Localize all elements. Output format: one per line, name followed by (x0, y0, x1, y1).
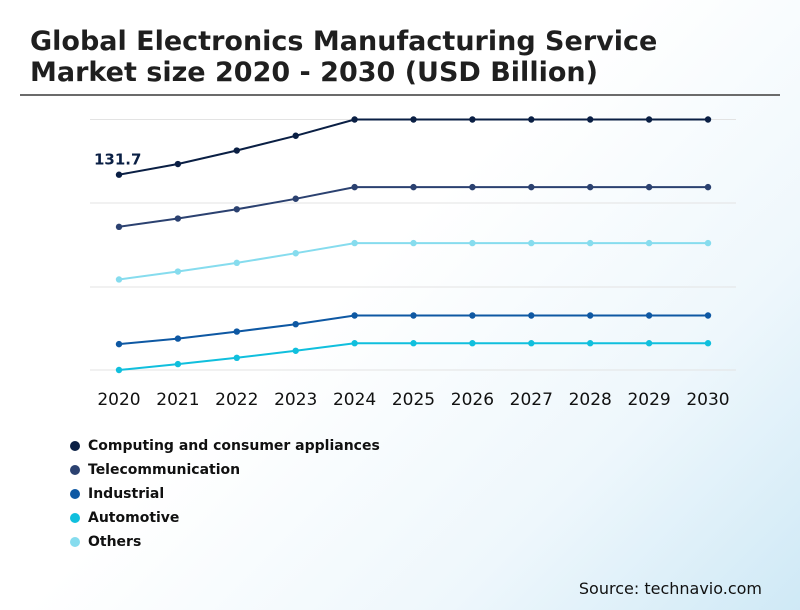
data-point-2-8 (587, 312, 594, 319)
x-tick-label-5: 2025 (392, 390, 435, 410)
data-point-4-10 (704, 239, 712, 247)
data-point-3-0 (115, 366, 123, 374)
x-tick-label-4: 2024 (333, 390, 376, 410)
data-point-3-7 (528, 340, 535, 347)
data-point-0-9 (645, 116, 653, 123)
x-tick-label-7: 2027 (510, 390, 553, 410)
data-point-0-0 (115, 171, 123, 178)
data-point-0-10 (704, 116, 712, 123)
data-point-4-2 (233, 259, 240, 267)
x-tick-label-0: 2020 (97, 390, 140, 410)
data-point-4-1 (174, 268, 182, 275)
legend-swatch-0 (70, 441, 80, 451)
data-point-2-2 (233, 328, 240, 335)
data-point-2-10 (704, 312, 712, 319)
source-credit: Source: technavio.com (578, 579, 762, 598)
data-point-1-0 (115, 223, 123, 231)
data-point-3-4 (351, 340, 358, 347)
legend-label-4: Others (88, 534, 142, 550)
data-point-2-6 (469, 312, 476, 319)
data-point-3-6 (469, 340, 476, 347)
legend-swatch-4 (70, 537, 80, 547)
series-line-1 (118, 186, 708, 228)
data-point-4-4 (351, 239, 358, 247)
data-point-3-3 (292, 347, 299, 354)
data-point-4-6 (469, 239, 476, 247)
legend-swatch-3 (70, 513, 80, 523)
data-point-0-1 (174, 160, 182, 168)
legend-swatch-1 (70, 465, 80, 475)
data-point-4-5 (410, 239, 417, 247)
data-point-4-9 (645, 239, 653, 247)
data-point-1-9 (645, 183, 653, 191)
legend-item-2: Industrial (70, 482, 380, 506)
data-point-1-5 (410, 183, 417, 191)
data-point-4-0 (115, 276, 123, 283)
legend-item-3: Automotive (70, 506, 380, 530)
series-line-2 (118, 314, 708, 346)
x-tick-label-9: 2029 (627, 390, 670, 410)
legend-label-1: Telecommunication (88, 462, 241, 478)
legend-item-4: Others (70, 530, 380, 554)
data-point-0-4 (351, 116, 358, 123)
series-line-0 (118, 118, 708, 176)
legend-label-2: Industrial (88, 486, 165, 502)
data-point-2-0 (115, 340, 123, 348)
data-point-1-1 (174, 215, 182, 222)
legend-item-0: Computing and consumer appliances (70, 434, 380, 458)
chart-title: Global Electronics Manufacturing Service… (30, 26, 770, 88)
x-tick-label-6: 2026 (451, 390, 494, 410)
legend-label-3: Automotive (88, 510, 180, 526)
legend-label-0: Computing and consumer appliances (88, 438, 380, 454)
data-label-start-value: 131.7 (94, 151, 141, 169)
legend-item-1: Telecommunication (70, 458, 380, 482)
data-point-2-5 (410, 312, 417, 319)
data-point-2-3 (292, 320, 299, 328)
data-point-1-7 (528, 183, 535, 191)
data-point-0-7 (528, 116, 535, 123)
data-point-4-7 (528, 239, 535, 247)
data-point-1-4 (351, 183, 358, 191)
data-point-1-2 (233, 206, 240, 213)
data-point-0-5 (410, 116, 417, 123)
chart-legend: Computing and consumer appliances Telecom… (70, 434, 380, 554)
data-point-2-7 (528, 312, 535, 319)
chart-title-line-2: Market size 2020 - 2030 (USD Billion) (30, 57, 598, 88)
data-point-1-3 (292, 195, 299, 202)
data-point-1-6 (469, 183, 476, 191)
legend-swatch-2 (70, 489, 80, 499)
data-point-4-8 (587, 239, 594, 247)
series-line-3 (118, 342, 708, 371)
data-point-3-1 (174, 360, 182, 368)
x-tick-label-10: 2030 (686, 390, 729, 410)
data-point-3-5 (410, 340, 417, 347)
data-point-3-10 (704, 340, 712, 347)
chart-title-line-1: Global Electronics Manufacturing Service (30, 26, 658, 57)
data-point-3-8 (587, 340, 594, 347)
x-tick-label-1: 2021 (156, 390, 199, 410)
data-point-2-4 (351, 312, 358, 319)
data-point-3-9 (645, 340, 653, 347)
data-point-1-10 (704, 183, 712, 191)
data-point-2-1 (174, 335, 182, 342)
data-point-2-9 (645, 312, 653, 319)
data-point-3-2 (233, 354, 240, 362)
data-point-0-2 (233, 147, 240, 154)
x-tick-label-8: 2028 (569, 390, 612, 410)
data-point-0-3 (292, 132, 299, 139)
x-tick-label-3: 2023 (274, 390, 317, 410)
title-divider (20, 94, 780, 96)
data-point-4-3 (292, 250, 299, 257)
series-line-4 (118, 242, 708, 281)
x-tick-label-2: 2022 (215, 390, 258, 410)
data-point-0-8 (587, 116, 594, 123)
data-point-1-8 (587, 183, 594, 191)
data-point-0-6 (469, 116, 476, 123)
